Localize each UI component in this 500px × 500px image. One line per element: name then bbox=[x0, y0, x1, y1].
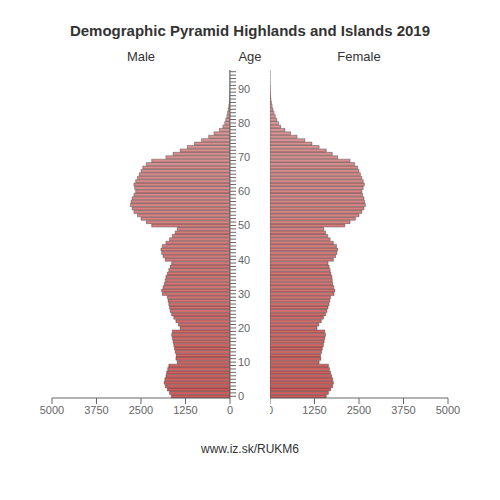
svg-text:40: 40 bbox=[238, 254, 250, 266]
svg-text:10: 10 bbox=[238, 356, 250, 368]
svg-text:2500: 2500 bbox=[129, 404, 153, 416]
svg-text:5000: 5000 bbox=[436, 404, 460, 416]
svg-text:1250: 1250 bbox=[173, 404, 197, 416]
svg-text:90: 90 bbox=[238, 83, 250, 95]
svg-text:30: 30 bbox=[238, 288, 250, 300]
svg-text:20: 20 bbox=[238, 322, 250, 334]
svg-text:70: 70 bbox=[238, 151, 250, 163]
svg-text:5000: 5000 bbox=[40, 404, 64, 416]
svg-text:50: 50 bbox=[238, 219, 250, 231]
svg-text:0: 0 bbox=[227, 404, 233, 416]
svg-text:80: 80 bbox=[238, 117, 250, 129]
svg-text:2500: 2500 bbox=[347, 404, 371, 416]
svg-text:0: 0 bbox=[270, 404, 273, 416]
svg-text:3750: 3750 bbox=[391, 404, 415, 416]
svg-text:60: 60 bbox=[238, 185, 250, 197]
html-text:Age: Age bbox=[238, 49, 262, 64]
svg-text:0: 0 bbox=[238, 390, 244, 402]
html-text:Female: Female bbox=[337, 49, 381, 64]
html-text:Demographic Pyramid Highlands: Demographic Pyramid Highlands and Island… bbox=[69, 22, 431, 39]
html-text:www.iz.sk/RUKM6: www.iz.sk/RUKM6 bbox=[201, 442, 299, 456]
html-text:Male: Male bbox=[126, 49, 156, 64]
svg-text:3750: 3750 bbox=[84, 404, 108, 416]
svg-text:1250: 1250 bbox=[302, 404, 326, 416]
